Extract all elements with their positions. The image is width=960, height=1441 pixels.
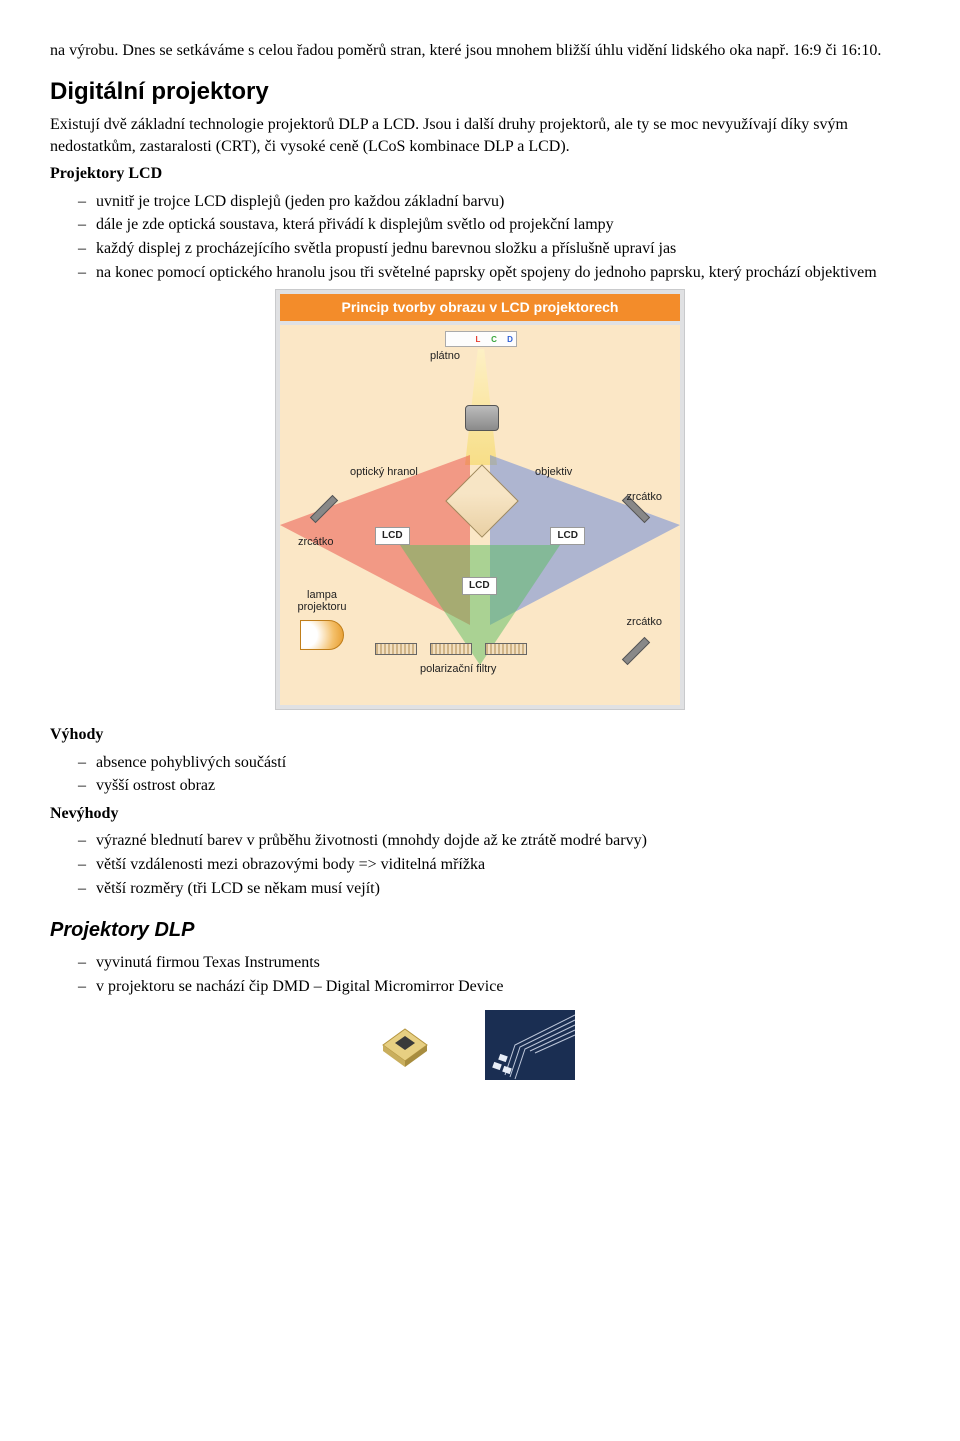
dlp-list: vyvinutá firmou Texas Instruments v proj… [50, 952, 910, 997]
label-pol: polarizační filtry [420, 662, 496, 677]
label-platno: plátno [430, 349, 460, 364]
lcd-badge-left: LCD [375, 527, 410, 545]
advantages-list: absence pohyblivých součástí vyšší ostro… [50, 752, 910, 797]
label-lampa: lampa projektoru [292, 589, 352, 613]
pol-filter-1 [375, 643, 417, 655]
dmd-figure [50, 1005, 910, 1092]
lamp-shape [300, 620, 344, 650]
list-item: dále je zde optická soustava, která přiv… [50, 214, 910, 236]
digital-paragraph: Existují dvě základní technologie projek… [50, 114, 910, 157]
heading-digital-projektory: Digitální projektory [50, 76, 910, 108]
list-item: výrazné blednutí barev v průběhu životno… [50, 830, 910, 852]
lcd-badge-bottom: LCD [462, 577, 497, 595]
list-item: větší vzdálenosti mezi obrazovými body =… [50, 854, 910, 876]
list-item: na konec pomocí optického hranolu jsou t… [50, 262, 910, 284]
figure-body: LCD plátno optický hranol objektiv zrcát… [280, 325, 680, 705]
label-zrcatko-r: zrcátko [627, 490, 662, 505]
heading-projektory-lcd: Projektory LCD [50, 163, 910, 185]
pol-filter-2 [430, 643, 472, 655]
list-item: vyšší ostrost obraz [50, 775, 910, 797]
lcd-badge-right: LCD [550, 527, 585, 545]
list-item: každý displej z procházejícího světla pr… [50, 238, 910, 260]
label-zrcatko-br: zrcátko [627, 615, 662, 630]
figure-title: Princip tvorby obrazu v LCD projektorech [280, 294, 680, 321]
lcd-feature-list: uvnitř je trojce LCD displejů (jeden pro… [50, 191, 910, 283]
heading-nevyhody: Nevýhody [50, 803, 910, 825]
list-item: vyvinutá firmou Texas Instruments [50, 952, 910, 974]
mirror-br [622, 637, 650, 665]
label-zrcatko-l: zrcátko [298, 535, 333, 550]
pol-filter-3 [485, 643, 527, 655]
list-item: větší rozměry (tři LCD se někam musí vej… [50, 878, 910, 900]
list-item: uvnitř je trojce LCD displejů (jeden pro… [50, 191, 910, 213]
intro-paragraph: na výrobu. Dnes se setkáváme s celou řad… [50, 40, 910, 62]
disadvantages-list: výrazné blednutí barev v průběhu životno… [50, 830, 910, 899]
heading-vyhody: Výhody [50, 724, 910, 746]
label-hranol: optický hranol [350, 465, 418, 480]
lcd-logo: LCD [470, 335, 518, 345]
dmd-icon [375, 1005, 585, 1085]
label-objektiv: objektiv [535, 465, 572, 480]
lcd-principle-figure: Princip tvorby obrazu v LCD projektorech… [50, 289, 910, 710]
list-item: absence pohyblivých součástí [50, 752, 910, 774]
list-item: v projektoru se nachází čip DMD – Digita… [50, 976, 910, 998]
beam-green [400, 545, 560, 665]
heading-projektory-dlp: Projektory DLP [50, 917, 910, 944]
objektiv-shape [465, 405, 499, 431]
